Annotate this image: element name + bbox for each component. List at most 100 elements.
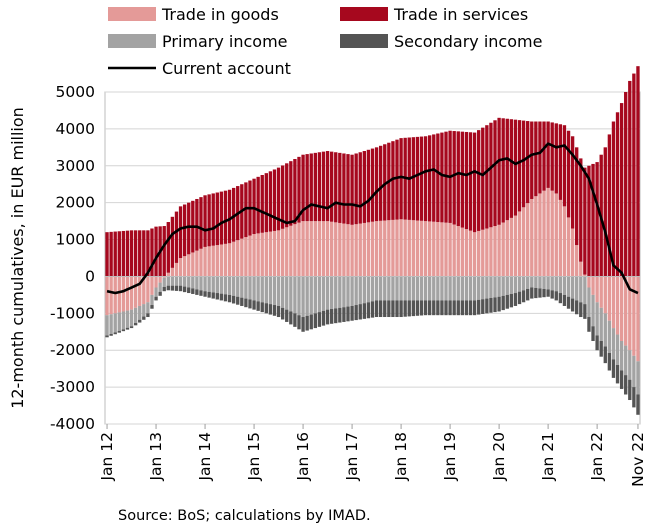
bar-goods — [174, 262, 179, 277]
bar-secondary — [387, 300, 391, 318]
bar-primary — [489, 276, 493, 298]
bar-secondary — [464, 300, 469, 316]
bar-primary — [113, 313, 117, 333]
bar-services — [530, 121, 534, 199]
bar-goods — [113, 276, 117, 314]
bar-primary — [146, 302, 150, 314]
bar-secondary — [378, 300, 383, 318]
y-tick-label: -2000 — [50, 341, 95, 359]
bar-secondary — [133, 323, 138, 326]
bar-services — [289, 161, 293, 226]
bar-services — [587, 165, 591, 277]
bar-primary — [268, 276, 273, 305]
bar-primary — [362, 276, 367, 304]
bar-goods — [358, 223, 362, 277]
bar-services — [489, 122, 493, 228]
bar-primary — [370, 276, 375, 302]
bar-secondary — [301, 317, 305, 332]
bar-services — [583, 167, 587, 275]
bar-primary — [138, 305, 142, 320]
bar-primary — [285, 276, 289, 310]
bar-secondary — [587, 317, 591, 332]
bar-goods — [329, 221, 334, 277]
bar-services — [526, 121, 530, 204]
bar-secondary — [538, 288, 542, 298]
bar-secondary — [305, 315, 309, 331]
bar-goods — [133, 276, 138, 308]
bar-primary — [383, 276, 387, 301]
bar-primary — [497, 276, 501, 297]
bar-primary — [117, 312, 121, 331]
bar-primary — [162, 277, 166, 287]
bar-secondary — [129, 326, 134, 329]
bar-primary — [607, 320, 612, 353]
bar-primary — [329, 276, 334, 310]
bar-primary — [403, 276, 407, 301]
bar-services — [162, 226, 166, 277]
bar-goods — [444, 222, 448, 277]
bar-primary — [632, 355, 636, 388]
bar-secondary — [358, 304, 362, 320]
bar-services — [346, 154, 350, 225]
bar-secondary — [530, 287, 534, 299]
bar-primary — [358, 276, 362, 305]
bar-secondary — [268, 304, 273, 315]
bar-primary — [542, 276, 546, 289]
bar-primary — [105, 315, 109, 336]
bar-services — [452, 131, 456, 225]
bar-secondary — [272, 305, 277, 316]
bar-secondary — [203, 291, 207, 297]
bar-primary — [158, 282, 162, 292]
bar-primary — [191, 276, 195, 289]
y-tick-label: 0 — [85, 267, 95, 285]
bar-secondary — [440, 300, 444, 316]
legend-label-services: Trade in services — [393, 5, 528, 24]
bar-primary — [203, 276, 207, 292]
bar-goods — [583, 274, 587, 277]
bar-services — [321, 151, 326, 222]
bar-secondary — [452, 300, 456, 316]
x-tick-label: Jan 12 — [98, 432, 116, 482]
bar-goods — [170, 267, 175, 277]
bar-services — [325, 151, 330, 222]
bar-goods — [260, 232, 264, 277]
bar-goods — [289, 225, 293, 277]
bar-services — [419, 136, 424, 221]
bar-services — [423, 136, 428, 222]
bar-secondary — [321, 310, 326, 326]
bar-secondary — [493, 297, 497, 313]
legend-swatch-primary — [108, 34, 156, 48]
bar-primary — [591, 294, 595, 327]
y-axis-title: 12-month cumulatives, in EUR million — [8, 107, 27, 409]
bar-goods — [575, 245, 579, 277]
bar-primary — [215, 276, 219, 294]
bar-services — [207, 194, 211, 247]
bar-primary — [436, 276, 440, 301]
bar-services — [133, 230, 138, 277]
bar-goods — [407, 219, 411, 277]
x-tick-label: Jan 20 — [490, 432, 508, 482]
bar-primary — [530, 276, 534, 288]
bar-goods — [526, 203, 530, 277]
bar-primary — [570, 276, 575, 299]
bar-secondary — [154, 296, 158, 301]
bar-services — [305, 154, 309, 222]
bar-primary — [391, 276, 395, 301]
bar-primary — [452, 276, 456, 301]
bar-secondary — [579, 302, 583, 318]
bar-primary — [150, 294, 154, 306]
bar-primary — [538, 276, 542, 289]
bar-goods — [109, 276, 113, 315]
bar-primary — [133, 307, 138, 324]
bar-goods — [276, 230, 281, 277]
bar-primary — [321, 276, 326, 311]
bar-services — [517, 120, 522, 212]
bar-services — [146, 230, 150, 277]
bar-primary — [472, 276, 477, 301]
bar-primary — [566, 276, 571, 297]
bar-secondary — [411, 300, 416, 317]
bar-primary — [276, 276, 281, 306]
bar-secondary — [227, 294, 232, 303]
bar-goods — [342, 223, 346, 277]
bar-goods — [607, 276, 612, 321]
